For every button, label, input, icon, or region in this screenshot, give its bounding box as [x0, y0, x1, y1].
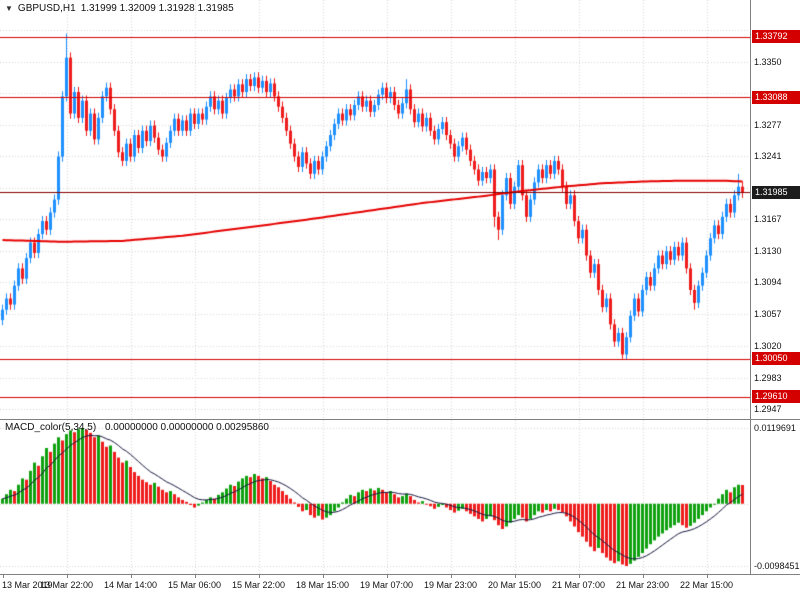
time-axis-tick	[515, 575, 516, 578]
macd-indicator-values: 0.00000000 0.00000000 0.00295860	[104, 422, 269, 433]
chart-header: ▼ GBPUSD,H1 1.31999 1.32009 1.31928 1.31…	[5, 3, 234, 14]
time-axis-label: 18 Mar 15:00	[295, 580, 350, 590]
time-axis-label: 15 Mar 22:00	[231, 580, 286, 590]
time-axis-tick	[643, 575, 644, 578]
time-axis-tick	[259, 575, 260, 578]
current-price-tag: 1.31985	[752, 185, 800, 199]
time-axis-label: 14 Mar 14:00	[103, 580, 158, 590]
ohlc-values-label: 1.31999 1.32009 1.31928 1.31985	[80, 3, 234, 14]
price-tick-label: 1.2983	[754, 372, 782, 383]
macd-indicator-name: MACD_color(5,34,5)	[5, 422, 97, 433]
time-axis-tick	[387, 575, 388, 578]
macd-scale-min-label: -0.0098451	[754, 561, 800, 571]
time-axis-tick	[67, 575, 68, 578]
price-tick-label: 1.3020	[754, 340, 782, 351]
time-axis-tick	[131, 575, 132, 578]
macd-scale-max-label: 0.0119691	[754, 423, 796, 433]
time-axis-tick	[323, 575, 324, 578]
price-tick-label: 1.3057	[754, 309, 782, 320]
time-axis-tick	[579, 575, 580, 578]
price-tick-label: 1.3350	[754, 56, 782, 67]
level-price-tag: 1.33792	[752, 30, 800, 44]
price-tick-label: 1.3241	[754, 150, 782, 161]
price-tick-label: 1.3167	[754, 214, 782, 225]
macd-header: MACD_color(5,34,5) 0.00000000 0.00000000…	[5, 422, 275, 433]
time-axis[interactable]: 13 Mar 2019 13 Mar 22:00 14 Mar 14:00 15 Ma…	[0, 574, 800, 600]
time-axis-tick	[707, 575, 708, 578]
time-axis-label: 19 Mar 07:00	[359, 580, 414, 590]
macd-indicator-pane: MACD_color(5,34,5) 0.00000000 0.00000000…	[0, 420, 750, 574]
time-axis-label: 19 Mar 23:00	[423, 580, 478, 590]
time-axis-label: 22 Mar 15:00	[679, 580, 734, 590]
expand-arrow-icon[interactable]: ▼	[5, 3, 13, 13]
time-axis-label: 20 Mar 15:00	[487, 580, 542, 590]
time-axis-tick	[451, 575, 452, 578]
price-tick-label: 1.2947	[754, 403, 782, 414]
time-axis-tick	[195, 575, 196, 578]
time-axis-label: 15 Mar 06:00	[167, 580, 222, 590]
time-axis-label: 21 Mar 23:00	[615, 580, 670, 590]
pane-divider[interactable]	[0, 419, 800, 420]
price-axis[interactable]: 0.0119691 -0.0098451 1.3350 1.3277 1.3241 1…	[750, 0, 800, 574]
level-price-tag: 1.33088	[752, 90, 800, 104]
price-tick-label: 1.3094	[754, 277, 782, 288]
time-axis-label: 21 Mar 07:00	[551, 580, 606, 590]
level-price-tag: 1.29610	[752, 390, 800, 404]
price-tick-label: 1.3277	[754, 119, 782, 130]
price-tick-label: 1.3130	[754, 246, 782, 257]
level-price-tag: 1.30050	[752, 352, 800, 366]
macd-histogram-canvas[interactable]	[0, 420, 750, 574]
time-axis-label: 13 Mar 2019	[2, 580, 53, 590]
time-axis-tick	[3, 575, 4, 578]
candlestick-chart-canvas[interactable]	[0, 0, 750, 419]
time-axis-label: 13 Mar 22:00	[39, 580, 94, 590]
symbol-timeframe-label: GBPUSD,H1	[17, 3, 76, 14]
main-chart-pane: ▼ GBPUSD,H1 1.31999 1.32009 1.31928 1.31…	[0, 0, 750, 419]
